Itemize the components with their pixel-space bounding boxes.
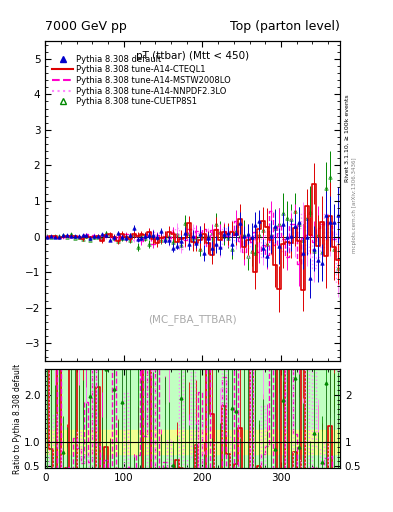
Bar — [45, 369, 340, 468]
Text: Top (parton level): Top (parton level) — [230, 20, 340, 33]
Legend: Pythia 8.308 default, Pythia 8.308 tune-A14-CTEQL1, Pythia 8.308 tune-A14-MSTW20: Pythia 8.308 default, Pythia 8.308 tune-… — [52, 55, 231, 106]
Text: (MC_FBA_TTBAR): (MC_FBA_TTBAR) — [148, 314, 237, 325]
Text: pT (ttbar) (Mtt < 450): pT (ttbar) (Mtt < 450) — [136, 51, 249, 60]
Text: Rivet 3.1.10, ≥ 100k events: Rivet 3.1.10, ≥ 100k events — [345, 94, 350, 182]
Text: mcplots.cern.ch [arXiv:1306.3436]: mcplots.cern.ch [arXiv:1306.3436] — [352, 157, 357, 252]
Text: 7000 GeV pp: 7000 GeV pp — [45, 20, 127, 33]
Bar — [45, 431, 340, 454]
Y-axis label: Ratio to Pythia 8.308 default: Ratio to Pythia 8.308 default — [13, 364, 22, 474]
